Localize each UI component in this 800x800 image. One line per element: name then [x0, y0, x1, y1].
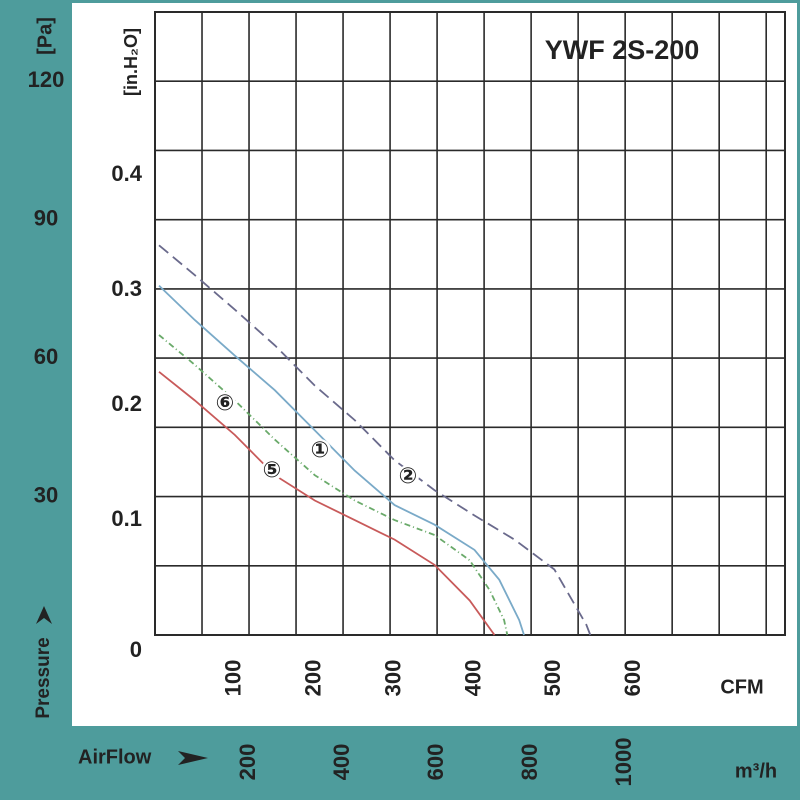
x2-tick-label: 100	[221, 660, 246, 697]
curve-label-bg	[397, 465, 419, 487]
y2-tick-label: 0	[130, 637, 142, 662]
curve-label: ⑥	[216, 391, 235, 416]
x-tick-label: 1000	[611, 738, 636, 787]
x-unit: m³/h	[735, 760, 777, 782]
curve-label-bg	[261, 459, 283, 481]
y-tick-label: 90	[34, 205, 58, 230]
curve-label-bg	[309, 439, 331, 461]
y-unit-inh2o: [in.H₂O]	[121, 28, 141, 96]
y-title: Pressure	[33, 637, 54, 718]
left-band	[0, 0, 72, 800]
y-arrow	[36, 606, 52, 624]
x-title: AirFlow	[78, 746, 152, 768]
y2-tick-label: 0.3	[111, 276, 142, 301]
bottom-band	[0, 726, 800, 800]
curve-label: ②	[399, 464, 418, 489]
y-unit-pa: [Pa]	[34, 17, 56, 55]
x2-tick-label: 400	[460, 660, 485, 697]
x2-tick-label: 600	[620, 660, 645, 697]
x-tick-label: 800	[517, 744, 542, 781]
x2-tick-label: 200	[301, 660, 326, 697]
x-tick-label: 600	[423, 744, 448, 781]
x-tick-label: 400	[329, 744, 354, 781]
curve-label-bg	[214, 392, 236, 414]
y2-tick-label: 0.4	[111, 161, 142, 186]
y-tick-label: 120	[28, 67, 65, 92]
curve	[158, 244, 592, 636]
plot-border	[154, 11, 786, 636]
curve-label: ①	[311, 438, 330, 463]
curve	[158, 284, 525, 636]
y2-tick-label: 0.2	[111, 391, 142, 416]
curve	[158, 371, 496, 636]
chart-title: YWF 2S-200	[545, 35, 700, 65]
y2-tick-label: 0.1	[111, 506, 142, 531]
x2-unit: CFM	[720, 676, 763, 698]
curve-label: ⑤	[263, 458, 282, 483]
y-tick-label: 60	[34, 344, 58, 369]
x-arrow	[178, 751, 208, 765]
y-tick-label: 30	[34, 482, 58, 507]
x-tick-label: 200	[235, 744, 260, 781]
x2-tick-label: 500	[540, 660, 565, 697]
x2-tick-label: 300	[380, 660, 405, 697]
